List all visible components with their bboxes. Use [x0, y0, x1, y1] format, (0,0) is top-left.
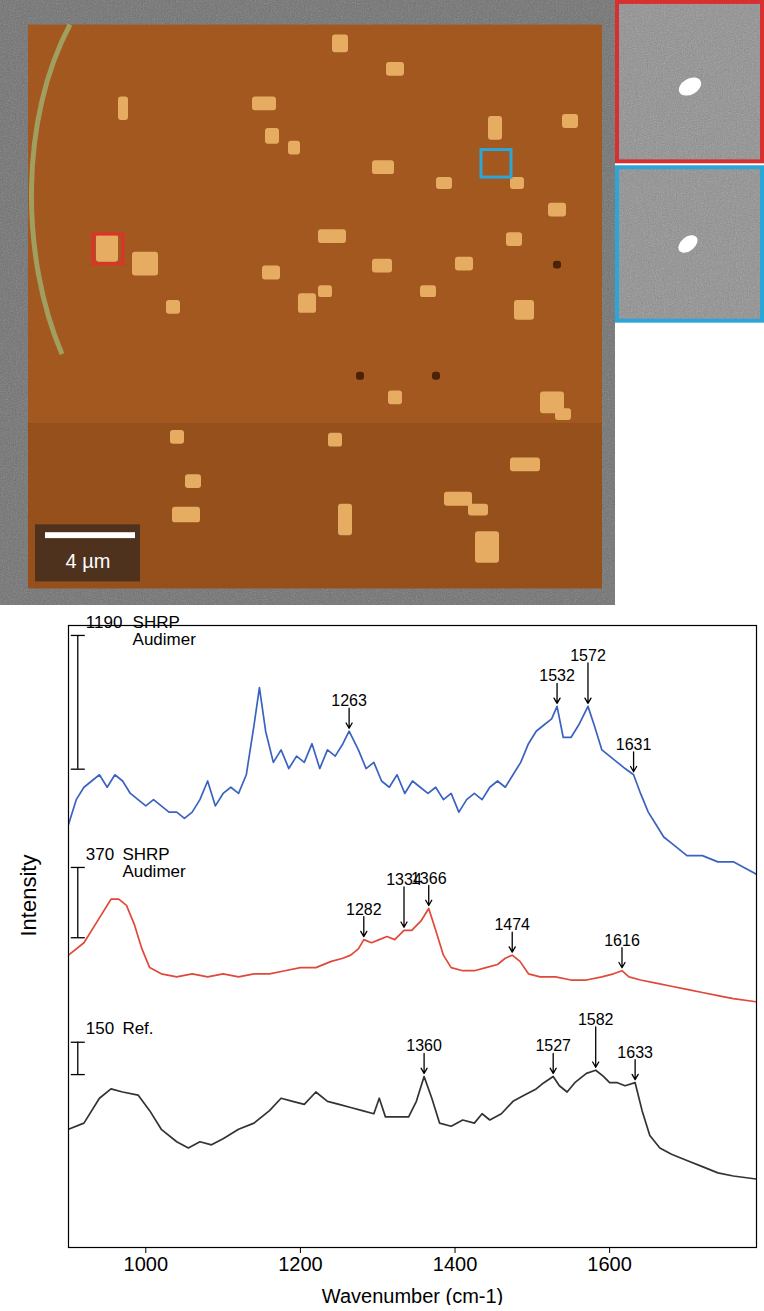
svg-text:1360: 1360	[406, 1037, 442, 1054]
svg-text:1000: 1000	[124, 1253, 169, 1275]
svg-text:370: 370	[86, 845, 114, 864]
svg-text:Intensity: Intensity	[16, 855, 41, 937]
svg-text:1582: 1582	[578, 1011, 614, 1028]
svg-text:Wavenumber (cm-1): Wavenumber (cm-1)	[322, 1285, 504, 1306]
svg-text:1633: 1633	[617, 1044, 653, 1061]
svg-text:SHRPAudimer: SHRPAudimer	[133, 613, 197, 649]
svg-text:1474: 1474	[494, 916, 530, 933]
svg-text:1263: 1263	[331, 692, 367, 709]
svg-text:1527: 1527	[535, 1037, 571, 1054]
svg-text:1400: 1400	[433, 1253, 478, 1275]
svg-text:1366: 1366	[411, 870, 447, 887]
svg-text:SHRPAudimer: SHRPAudimer	[122, 845, 186, 881]
svg-text:1334: 1334	[386, 870, 422, 888]
svg-text:150: 150	[86, 1019, 114, 1038]
svg-text:1600: 1600	[587, 1253, 632, 1275]
svg-text:1532: 1532	[539, 667, 575, 684]
svg-text:1200: 1200	[278, 1253, 323, 1275]
svg-text:1631: 1631	[616, 736, 652, 753]
svg-text:4 µm: 4 µm	[66, 550, 111, 572]
svg-text:1190: 1190	[86, 613, 123, 632]
svg-text:1616: 1616	[604, 932, 640, 949]
svg-text:1282: 1282	[346, 901, 382, 918]
svg-text:Ref.: Ref.	[122, 1019, 153, 1038]
svg-text:1572: 1572	[570, 647, 606, 664]
